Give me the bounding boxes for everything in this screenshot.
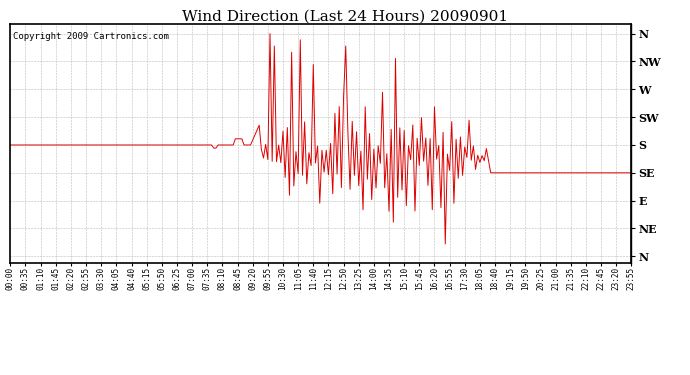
Text: Copyright 2009 Cartronics.com: Copyright 2009 Cartronics.com: [14, 32, 169, 40]
Text: Wind Direction (Last 24 Hours) 20090901: Wind Direction (Last 24 Hours) 20090901: [182, 9, 508, 23]
